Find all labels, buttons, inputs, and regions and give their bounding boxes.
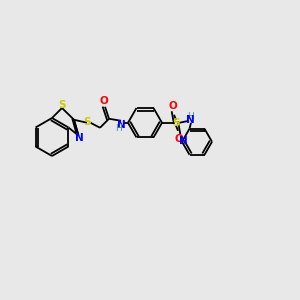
Text: N: N (186, 115, 194, 125)
Text: H: H (187, 112, 194, 121)
Text: H: H (115, 124, 122, 133)
Text: S: S (172, 118, 180, 128)
Text: O: O (169, 101, 177, 111)
Text: N: N (178, 136, 188, 146)
Text: O: O (175, 134, 183, 144)
Text: O: O (100, 96, 108, 106)
Text: S: S (84, 117, 91, 127)
Text: N: N (117, 120, 126, 130)
Text: N: N (75, 133, 83, 143)
Text: S: S (58, 100, 66, 110)
